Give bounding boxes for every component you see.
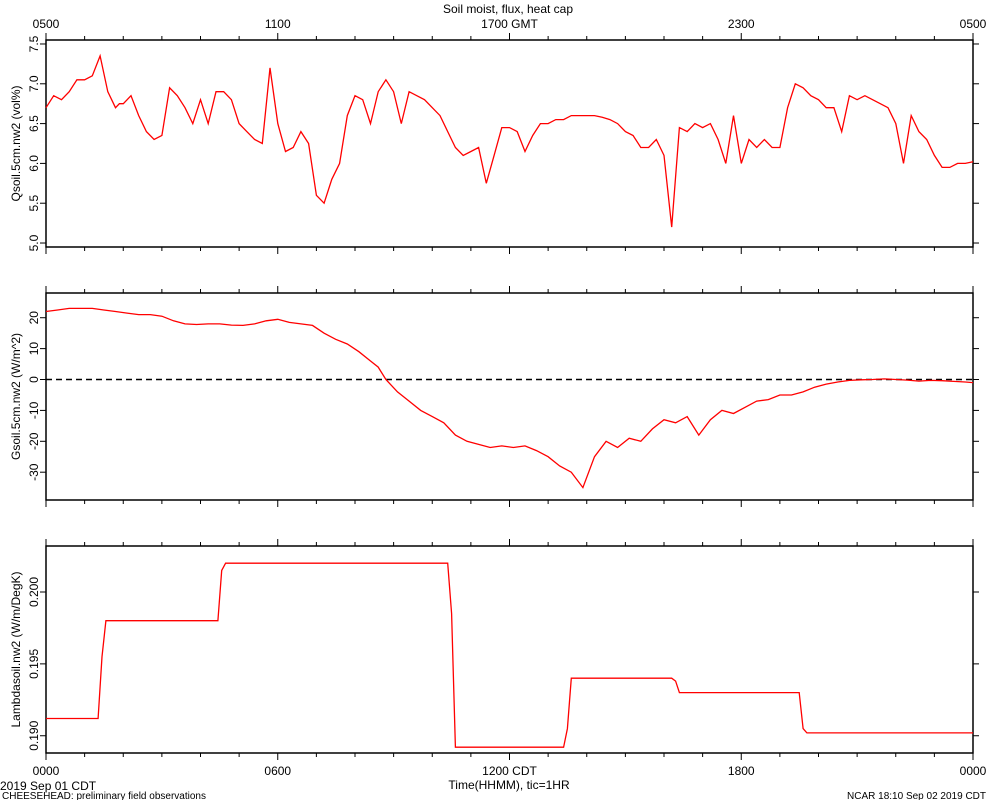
data-series-line [45,53,974,228]
y-tick-label: 0 [27,376,41,383]
y-tick-label: 20 [27,311,41,325]
top-axis-tick-label: 0500 [960,17,987,31]
y-tick-label: 5.5 [27,195,41,212]
x-axis-title: Time(HHMM), tic=1HR [448,778,570,792]
y-axis-label: Qsoil.5cm.nw2 (vol%) [9,85,23,201]
x-tick-label: 0000 [33,764,60,778]
top-axis-labels: 0500 1100 1700 GMT 2300 0500 [33,17,987,31]
footer-date-label: 2019 Sep 01 CDT [0,779,97,793]
y-tick-label: 10 [27,342,41,356]
footer-generated: NCAR 18:10 Sep 02 2019 CDT [847,791,986,800]
y-tick-label: -20 [27,432,41,450]
x-tick-label: 0600 [264,764,291,778]
chart-title: Soil moist, flux, heat cap [443,2,573,16]
x-tick-label: 0000 [960,764,987,778]
y-axis-label: Lambdasoil.nw2 (W/m/DegK) [9,571,23,727]
panels: 5.0 5.5 6.0 6.5 7.0 7.5 Qsoil.5cm.nw2 (vol%) -3… [9,33,987,778]
top-axis-tick-label: 2300 [728,17,755,31]
y-tick-label: 6.0 [27,155,41,172]
y-tick-label: 6.5 [27,115,41,132]
y-tick-label: -30 [27,463,41,481]
footer-project-note: CHEESEHEAD: preliminary field observatio… [2,791,206,800]
top-axis-tick-label: 1100 [265,17,291,31]
y-tick-label: 5.0 [27,234,41,251]
y-tick-label: -10 [27,401,41,419]
y-tick-label: 0.200 [27,577,41,607]
y-tick-label: 7.0 [27,75,41,92]
y-tick-label: 0.195 [27,649,41,679]
y-tick-label: 7.5 [27,35,41,52]
panel-frame [45,545,974,754]
top-axis-tick-label: 1700 GMT [481,17,538,31]
panel-2: -30 -20 -10 0 10 20 Gsoil.5cm.nw2 (W/m^2) [9,286,979,507]
x-tick-label: 1200 CDT [482,764,537,778]
panel-3: 0.190 0.195 0.200 Lambdasoil.nw2 (W/m/DegK)… [9,539,987,778]
data-series-line [46,562,973,748]
panel-1: 5.0 5.5 6.0 6.5 7.0 7.5 Qsoil.5cm.nw2 (vol%) [9,33,979,254]
y-axis-label: Gsoil.5cm.nw2 (W/m^2) [9,333,23,460]
y-tick-label: 0.190 [27,720,41,750]
x-tick-label: 1800 [728,764,755,778]
data-series-line [45,307,974,489]
panel-frame [45,39,974,248]
top-axis-tick-label: 0500 [33,17,60,31]
